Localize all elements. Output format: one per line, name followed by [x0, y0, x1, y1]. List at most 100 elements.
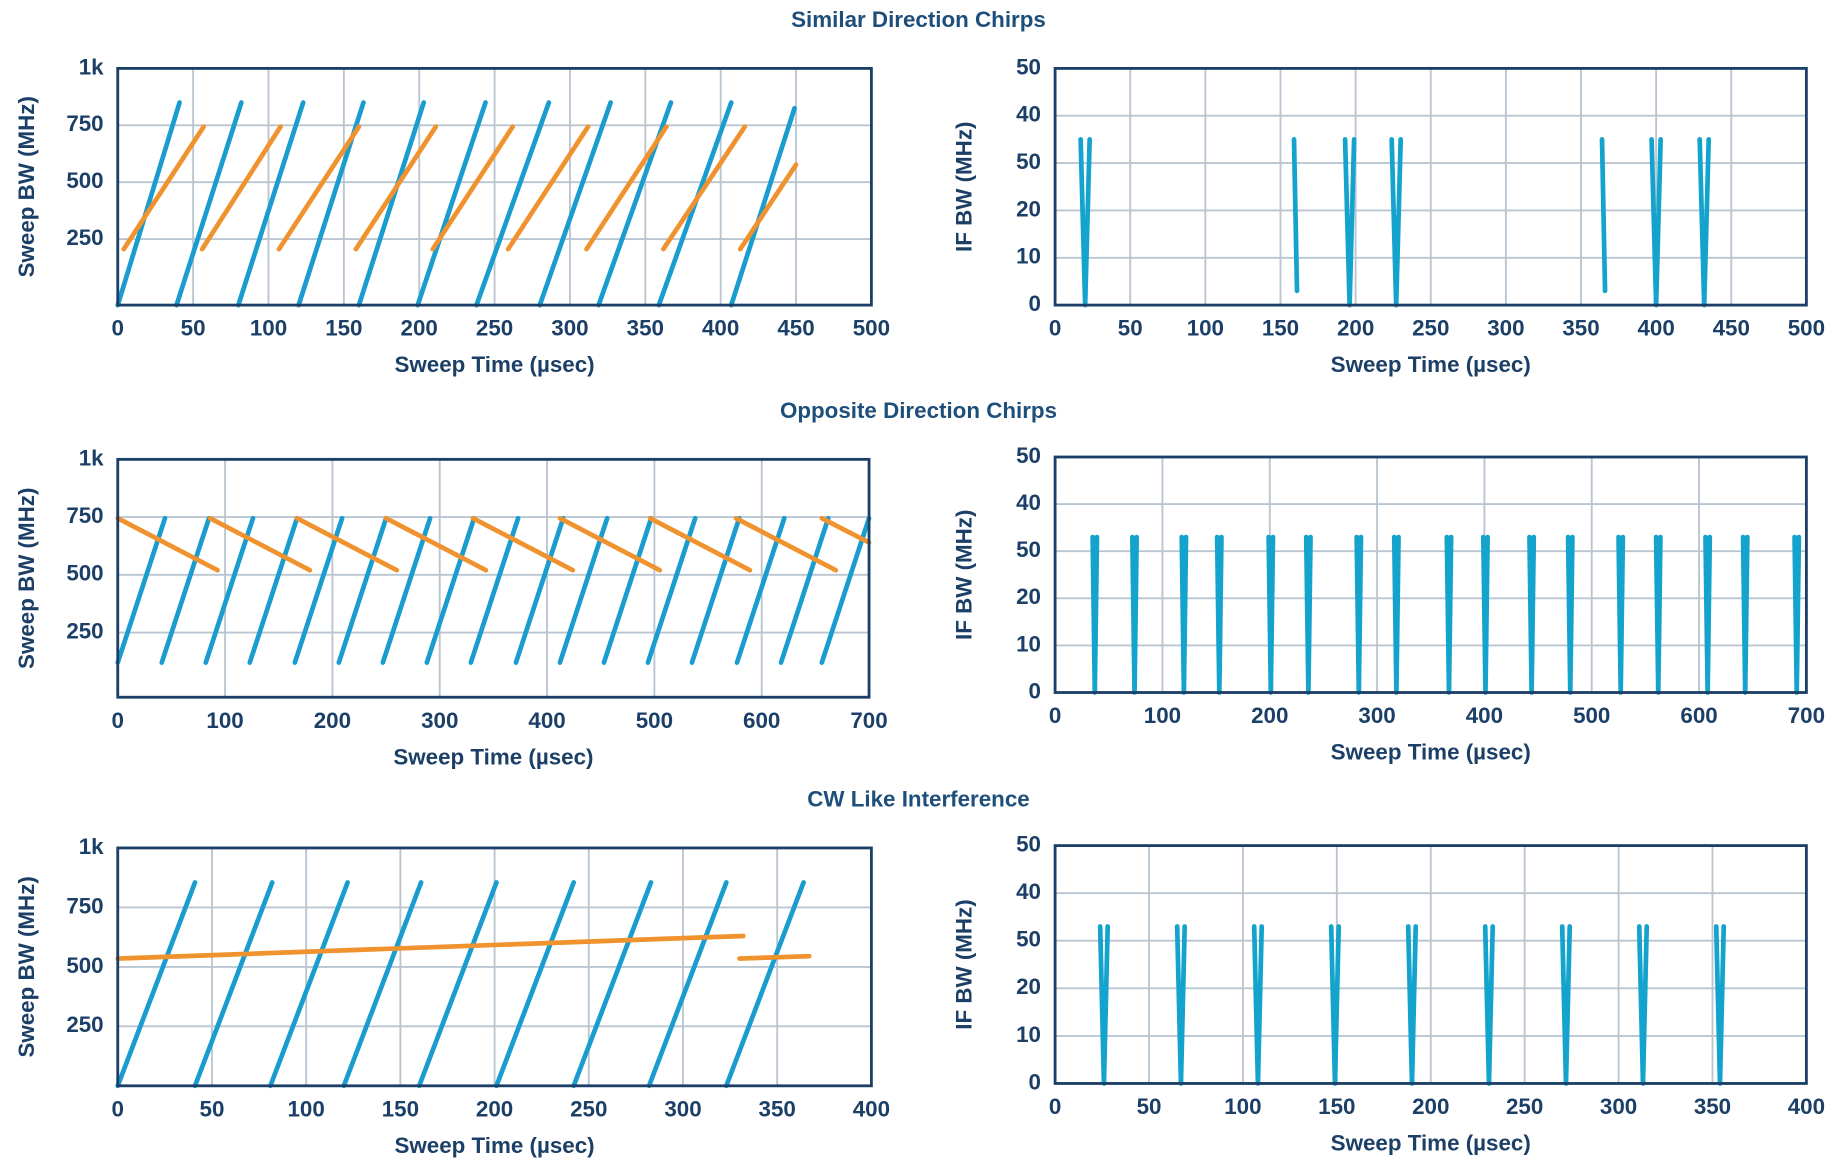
x-tick-label: 500: [1573, 703, 1610, 728]
y-tick-label: 10: [1016, 1022, 1041, 1047]
y-tick-label: 40: [1016, 102, 1041, 127]
y-tick-label: 1k: [79, 445, 104, 470]
x-tick-label: 450: [777, 316, 814, 341]
x-tick-label: 0: [1049, 1094, 1061, 1119]
series-line: [115, 880, 806, 1089]
x-tick-label: 200: [1251, 703, 1288, 728]
y-tick-label: 10: [1016, 631, 1041, 656]
x-tick-label: 0: [112, 708, 124, 733]
x-tick-label: 150: [1262, 316, 1299, 341]
x-tick-label: 250: [476, 316, 513, 341]
plot-frame: [116, 66, 873, 307]
x-tick-label: 400: [1637, 316, 1674, 341]
series-line: [115, 515, 872, 573]
x-axis-label: Sweep Time (µsec): [395, 352, 595, 377]
x-tick-label: 600: [1680, 703, 1717, 728]
y-tick-label: 500: [66, 561, 103, 586]
x-tick-label: 200: [401, 316, 438, 341]
x-tick-label: 100: [1224, 1094, 1261, 1119]
x-tick-label: 100: [1144, 703, 1181, 728]
y-tick-label: 500: [66, 953, 103, 978]
series-line: [1097, 924, 1727, 1086]
x-tick-label: 150: [1318, 1094, 1355, 1119]
x-tick-label: 250: [1506, 1094, 1543, 1119]
y-tick-label: 0: [1029, 678, 1041, 703]
y-tick-label: 50: [1016, 832, 1041, 857]
x-tick-label: 250: [570, 1096, 607, 1121]
y-tick-label: 750: [66, 503, 103, 528]
x-tick-label: 300: [551, 316, 588, 341]
x-axis-label: Sweep Time (µsec): [395, 1133, 595, 1158]
plot-frame: [1053, 844, 1808, 1085]
x-tick-label: 300: [664, 1096, 701, 1121]
x-tick-label: 200: [1337, 316, 1374, 341]
y-axis-label: Sweep BW (MHz): [14, 488, 39, 669]
x-tick-label: 700: [1788, 703, 1825, 728]
x-tick-label: 400: [1466, 703, 1503, 728]
y-tick-label: 1k: [79, 54, 104, 79]
y-tick-label: 0: [1029, 291, 1041, 316]
x-axis-label: Sweep Time (µsec): [1331, 352, 1531, 377]
x-tick-label: 450: [1713, 316, 1750, 341]
x-tick-label: 250: [1412, 316, 1449, 341]
x-tick-label: 0: [1049, 703, 1061, 728]
x-tick-label: 700: [850, 708, 887, 733]
y-tick-label: 20: [1016, 584, 1041, 609]
y-axis-label: IF BW (MHz): [952, 122, 977, 252]
series-line: [115, 515, 872, 665]
x-tick-label: 300: [1600, 1094, 1637, 1119]
y-tick-label: 50: [1016, 149, 1041, 174]
x-axis-label: Sweep Time (µsec): [1331, 740, 1531, 765]
x-tick-label: 100: [288, 1096, 325, 1121]
series-line: [115, 933, 812, 961]
series-line: [121, 124, 799, 252]
x-tick-label: 350: [759, 1096, 796, 1121]
y-tick-label: 40: [1016, 879, 1041, 904]
chart: 0 100 200 300 400 500 600 700 0 10 20 50 40 50 Sweep T…: [952, 443, 1826, 765]
x-tick-label: 200: [476, 1096, 513, 1121]
x-tick-label: 350: [1562, 316, 1599, 341]
x-tick-label: 50: [1137, 1094, 1162, 1119]
series-line: [1078, 137, 1712, 308]
y-tick-label: 40: [1016, 490, 1041, 515]
x-tick-label: 50: [200, 1096, 225, 1121]
x-axis-label: Sweep Time (µsec): [393, 744, 593, 769]
y-tick-label: 50: [1016, 54, 1041, 79]
x-tick-label: 350: [1694, 1094, 1731, 1119]
y-tick-label: 50: [1016, 927, 1041, 952]
chart: 0 50 100 150 200 250 300 350 400 450 500 0 10 20 50 40 5…: [952, 54, 1826, 377]
x-tick-label: 150: [382, 1096, 419, 1121]
y-axis-label: Sweep BW (MHz): [14, 876, 39, 1057]
x-tick-label: 400: [853, 1096, 890, 1121]
x-tick-label: 200: [314, 708, 351, 733]
y-tick-label: 250: [66, 618, 103, 643]
y-tick-label: 1k: [79, 834, 104, 859]
y-tick-label: 250: [66, 225, 103, 250]
y-tick-label: 50: [1016, 443, 1041, 468]
x-tick-label: 300: [1487, 316, 1524, 341]
x-tick-label: 0: [112, 1096, 124, 1121]
x-axis-label: Sweep Time (µsec): [1331, 1131, 1531, 1156]
plot-frame: [116, 457, 871, 699]
x-tick-label: 200: [1412, 1094, 1449, 1119]
x-tick-label: 0: [1049, 316, 1061, 341]
x-tick-label: 150: [325, 316, 362, 341]
y-tick-label: 750: [66, 111, 103, 136]
x-tick-label: 100: [250, 316, 287, 341]
x-tick-label: 50: [1118, 316, 1143, 341]
x-tick-label: 500: [1788, 316, 1825, 341]
x-tick-label: 400: [702, 316, 739, 341]
x-tick-label: 600: [743, 708, 780, 733]
plot-frame: [1053, 455, 1808, 694]
section-title: CW Like Interference: [807, 787, 1029, 812]
y-tick-label: 750: [66, 893, 103, 918]
x-tick-label: 500: [636, 708, 673, 733]
chart: Similar Direction Chirps 0 50 100 150 200 250 3…: [14, 7, 1046, 377]
chart: 0 50 100 150 200 250 300 350 400 0 10 20 50 40 50 Sweep…: [952, 832, 1826, 1156]
y-tick-label: 20: [1016, 196, 1041, 221]
section-title: Similar Direction Chirps: [791, 7, 1046, 32]
y-tick-label: 50: [1016, 537, 1041, 562]
